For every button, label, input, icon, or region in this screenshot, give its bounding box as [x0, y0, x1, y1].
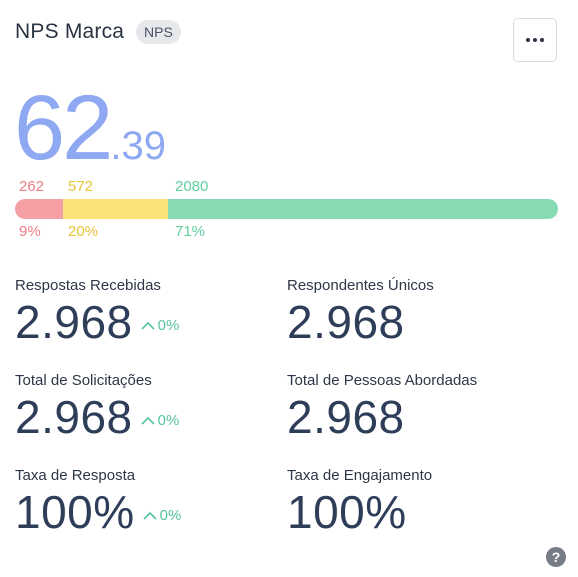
- passives-count: 572: [68, 178, 94, 195]
- promoters-count: 2080: [175, 178, 209, 195]
- metric-respondentes-unicos: Respondentes Únicos 2.968: [287, 277, 434, 347]
- metric-label: Taxa de Resposta: [15, 467, 136, 484]
- metric-value: 2.968: [287, 391, 405, 443]
- card-title: NPS Marca: [15, 20, 125, 43]
- metric-total-pessoas-abordadas: Total de Pessoas Abordadas 2.968: [287, 372, 477, 442]
- nps-distribution-bar: [15, 199, 558, 219]
- metric-value: 2.968: [15, 391, 133, 443]
- metric-trend: 0%: [141, 317, 180, 334]
- passives-segment: [62, 199, 168, 219]
- metric-label: Total de Solicitações: [15, 372, 152, 389]
- metric-value: 2.968: [287, 296, 405, 348]
- nps-badge: NPS: [136, 20, 181, 44]
- nps-score-decimal: .39: [110, 124, 166, 168]
- metric-respostas-recebidas: Respostas Recebidas 2.968 0%: [15, 277, 179, 347]
- more-options-button[interactable]: [513, 18, 557, 62]
- metric-label: Total de Pessoas Abordadas: [287, 372, 478, 389]
- passives-percent: 20%: [68, 223, 99, 240]
- nps-score: 62.39: [14, 78, 166, 178]
- trend-up-icon: [141, 416, 155, 425]
- metric-taxa-resposta: Taxa de Resposta 100% 0%: [15, 467, 181, 537]
- metric-label: Respondentes Únicos: [287, 277, 434, 294]
- detractors-count: 262: [19, 178, 45, 195]
- trend-up-icon: [143, 511, 157, 520]
- metric-trend-value: 0%: [157, 317, 180, 334]
- metric-total-solicitacoes: Total de Solicitações 2.968 0%: [15, 372, 179, 442]
- nps-score-integer: 62: [14, 77, 113, 179]
- detractors-segment: [15, 199, 63, 219]
- metric-value: 100%: [15, 486, 135, 538]
- metric-taxa-engajamento: Taxa de Engajamento 100%: [287, 467, 432, 537]
- metric-label: Taxa de Engajamento: [287, 467, 433, 484]
- metric-trend: 0%: [143, 507, 182, 524]
- metric-trend-value: 0%: [157, 412, 180, 429]
- promoters-segment: [167, 199, 558, 219]
- metric-value: 100%: [287, 486, 407, 538]
- metric-label: Respostas Recebidas: [15, 277, 161, 294]
- more-horizontal-icon: [526, 38, 544, 42]
- metric-trend-value: 0%: [159, 507, 182, 524]
- trend-up-icon: [141, 321, 155, 330]
- help-circle-icon[interactable]: ?: [546, 547, 566, 567]
- metric-value: 2.968: [15, 296, 133, 348]
- metric-trend: 0%: [141, 412, 180, 429]
- promoters-percent: 71%: [175, 223, 206, 240]
- detractors-percent: 9%: [19, 223, 41, 240]
